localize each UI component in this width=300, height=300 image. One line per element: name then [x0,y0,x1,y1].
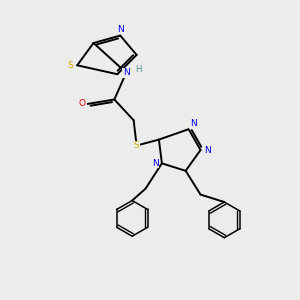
Text: H: H [136,65,142,74]
Text: S: S [134,141,140,150]
Text: N: N [152,159,159,168]
Text: N: N [123,68,130,77]
Text: N: N [204,146,210,154]
Text: S: S [68,61,74,70]
Text: O: O [78,99,85,108]
Text: N: N [190,119,196,128]
Text: N: N [117,25,124,34]
